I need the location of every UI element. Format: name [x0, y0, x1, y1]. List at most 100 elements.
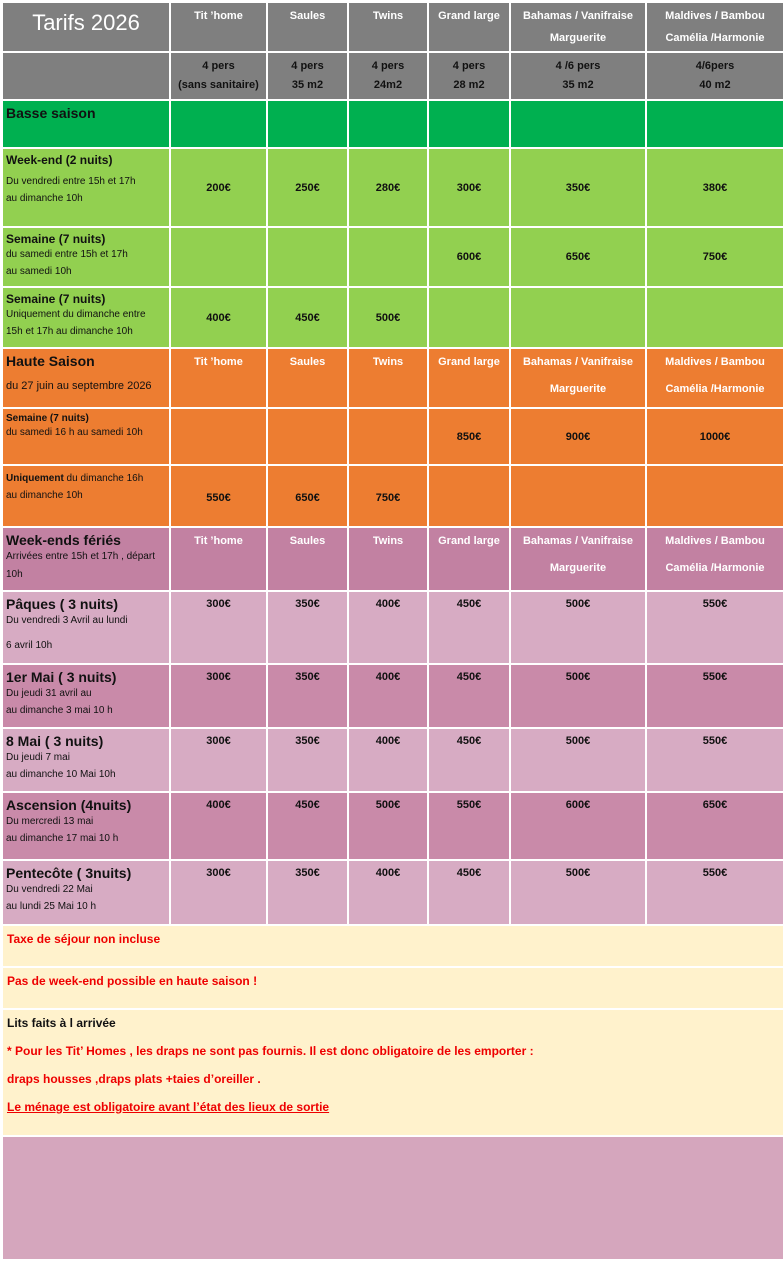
period-title: Semaine (7 nuits): [6, 413, 89, 424]
info-notes-row-cell: Lits faits à l arrivée * Pour les Tit’ Ho…: [1, 1008, 784, 1137]
page-title: Tarifs 2026: [32, 10, 140, 35]
price-cell: 250€: [266, 147, 349, 228]
column-name: Bahamas / Vanifraise: [522, 356, 634, 368]
info-notes-row: Lits faits à l arrivée * Pour les Tit’ Ho…: [1, 1008, 784, 1137]
price-cell: 500€: [347, 286, 429, 349]
price-cell: 650€: [645, 791, 784, 861]
no-weekend-note: Pas de week-end possible en haute saison…: [7, 974, 258, 988]
price-cell: 200€: [169, 147, 268, 228]
column-name: Maldives / Bambou: [665, 535, 765, 547]
price: 750€: [702, 251, 728, 263]
capacity-persons: 4 /6 pers: [555, 60, 601, 72]
price: 1000€: [699, 430, 731, 443]
period-label: Week-end (2 nuits) Du vendredi entre 15h …: [1, 147, 171, 228]
period-detail: du dimanche 16h: [63, 473, 144, 484]
price-cell: 450€: [266, 286, 349, 349]
price-cell: 350€: [266, 859, 349, 926]
cleaning-note: Le ménage est obligatoire avant l’état d…: [7, 1100, 330, 1114]
price: 500€: [375, 799, 401, 811]
holiday-label: Ascension (4nuits) Du mercredi 13 mai au d…: [1, 791, 171, 861]
column-name: Maldives / Bambou: [665, 10, 765, 22]
price: 550€: [702, 598, 728, 610]
price: 550€: [702, 735, 728, 747]
period-label: Uniquement du dimanche 16h au dimanche 10…: [1, 464, 171, 528]
price: 450€: [456, 735, 482, 747]
price-cell: 650€: [266, 464, 349, 528]
column-name: Tit ’home: [194, 356, 243, 368]
period-title: Semaine (7 nuits): [6, 232, 106, 246]
section-label: Week-ends fériés Arrivées entre 15h et 17…: [1, 526, 171, 592]
price-cell: 450€: [266, 791, 349, 861]
column-name: Grand large: [438, 535, 500, 547]
period-detail: au dimanche 10h: [6, 193, 83, 204]
holiday-label: Pentecôte ( 3nuits) Du vendredi 22 Mai au …: [1, 859, 171, 926]
column-header: Grand large: [427, 1, 511, 53]
feries-row: Pâques ( 3 nuits) Du vendredi 3 Avril au …: [1, 590, 784, 665]
section-subtitle: du 27 juin au septembre 2026: [6, 380, 152, 392]
price: 500€: [565, 598, 591, 610]
empty-cell: [645, 99, 784, 149]
tax-note: Taxe de séjour non incluse: [7, 932, 161, 946]
price: 400€: [375, 598, 401, 610]
column-header: Maldives / Bambou Camélia /Harmonie: [645, 1, 784, 53]
empty-cell: [169, 99, 268, 149]
section-label: Haute Saison du 27 juin au septembre 2026: [1, 347, 171, 409]
price: 450€: [456, 598, 482, 610]
price-cell: [509, 286, 647, 349]
column-name: Maldives / Bambou: [665, 356, 765, 368]
column-name: Tit ’home: [194, 535, 243, 547]
price: 280€: [375, 181, 401, 194]
price: 500€: [565, 671, 591, 683]
column-name-line2: Camélia /Harmonie: [665, 32, 765, 44]
column-name-line2: Camélia /Harmonie: [665, 383, 765, 395]
column-name: Twins: [372, 10, 404, 22]
capacity-cell: 4 pers (sans sanitaire): [169, 51, 268, 101]
price-cell: [645, 286, 784, 349]
haute-saison-header: Haute Saison du 27 juin au septembre 2026…: [1, 347, 784, 409]
holiday-title: Pentecôte ( 3nuits): [6, 865, 132, 881]
column-name: Bahamas / Vanifraise: [522, 10, 634, 22]
price-cell: 850€: [427, 407, 511, 466]
period-detail: du samedi entre 15h et 17h: [6, 249, 128, 260]
column-header: Grand large: [427, 347, 511, 409]
capacity-size: 28 m2: [453, 79, 485, 91]
column-header: Saules: [266, 347, 349, 409]
column-name-line2: Marguerite: [549, 32, 607, 44]
price: 900€: [565, 430, 591, 443]
basse-saison-row: Semaine (7 nuits) Uniquement du dimanche …: [1, 286, 784, 349]
section-title: Basse saison: [6, 105, 96, 121]
period-title: Semaine (7 nuits): [6, 292, 106, 306]
price-cell: 400€: [169, 286, 268, 349]
price-cell: 550€: [645, 859, 784, 926]
price: 300€: [206, 867, 231, 879]
no-weekend-row: Pas de week-end possible en haute saison…: [1, 966, 784, 1010]
empty-cell: [427, 99, 511, 149]
column-name: Grand large: [438, 10, 500, 22]
empty-cell: [509, 99, 647, 149]
haute-saison-row: Uniquement du dimanche 16h au dimanche 10…: [1, 464, 784, 528]
price-cell: 500€: [347, 791, 429, 861]
price-cell: [169, 407, 268, 466]
price: 600€: [456, 251, 482, 263]
price-cell: 350€: [266, 727, 349, 793]
price-cell: 450€: [427, 727, 511, 793]
period-detail: au dimanche 10h: [6, 490, 83, 501]
price-cell: 400€: [347, 663, 429, 729]
holiday-label: Pâques ( 3 nuits) Du vendredi 3 Avril au …: [1, 590, 171, 665]
basse-saison-row: Week-end (2 nuits) Du vendredi entre 15h …: [1, 147, 784, 228]
price-cell: 500€: [509, 663, 647, 729]
column-name-line2: Camélia /Harmonie: [665, 562, 765, 574]
holiday-detail: au dimanche 3 mai 10 h: [6, 705, 113, 716]
price-cell: 350€: [509, 147, 647, 228]
price-cell: 600€: [427, 226, 511, 288]
price: 350€: [565, 181, 591, 194]
basse-saison-row: Semaine (7 nuits) du samedi entre 15h et …: [1, 226, 784, 288]
feries-row: Ascension (4nuits) Du mercredi 13 mai au d…: [1, 791, 784, 861]
feries-row: 8 Mai ( 3 nuits) Du jeudi 7 mai au dimanch…: [1, 727, 784, 793]
holiday-label: 8 Mai ( 3 nuits) Du jeudi 7 mai au dimanch…: [1, 727, 171, 793]
price: 650€: [702, 799, 728, 811]
price-cell: 500€: [509, 727, 647, 793]
capacity-persons: 4 pers: [291, 60, 324, 72]
price: 350€: [295, 671, 320, 683]
